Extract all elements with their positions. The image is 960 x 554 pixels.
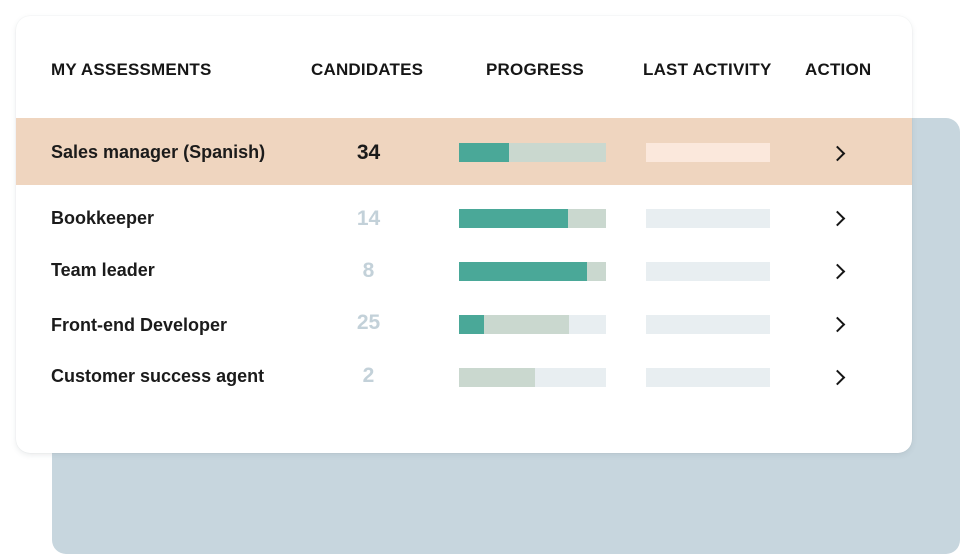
progress-bar-primary	[459, 209, 568, 228]
table-row[interactable]: Front-end Developer 25	[16, 298, 912, 352]
header-action: ACTION	[805, 60, 872, 79]
progress-bar	[459, 262, 606, 281]
candidates-count: 14	[356, 207, 381, 230]
progress-bar-primary	[459, 143, 509, 162]
assessment-name: Customer success agent	[51, 366, 265, 386]
chevron-right-icon[interactable]	[832, 146, 846, 160]
assessment-name: Team leader	[51, 260, 155, 280]
header-my-assessments: MY ASSESSMENTS	[51, 60, 212, 79]
last-activity-placeholder	[646, 368, 770, 387]
progress-bar-primary	[459, 262, 587, 281]
last-activity-placeholder	[646, 143, 770, 162]
progress-bar-secondary	[459, 315, 570, 334]
chevron-right-icon[interactable]	[832, 211, 846, 225]
last-activity-placeholder	[646, 315, 770, 334]
table-row[interactable]: Team leader 8	[16, 244, 912, 298]
candidates-count: 8	[362, 259, 375, 282]
header-last-activity: LAST ACTIVITY	[643, 60, 772, 79]
progress-bar	[459, 315, 606, 334]
table-row[interactable]: Bookkeeper 14	[16, 192, 912, 246]
candidates-count: 2	[362, 364, 375, 387]
chevron-right-icon[interactable]	[832, 264, 846, 278]
assessments-card: MY ASSESSMENTS CANDIDATES PROGRESS LAST …	[16, 16, 912, 453]
header-candidates: CANDIDATES	[311, 60, 424, 79]
assessment-name: Front-end Developer	[51, 315, 228, 335]
candidates-count: 34	[356, 141, 381, 164]
table-row[interactable]: Sales manager (Spanish) 34	[16, 118, 912, 185]
progress-bar-primary	[459, 315, 484, 334]
assessment-name: Sales manager (Spanish)	[51, 142, 266, 162]
last-activity-placeholder	[646, 262, 770, 281]
table-row[interactable]: Customer success agent 2	[16, 350, 912, 404]
header-progress: PROGRESS	[486, 60, 584, 79]
assessment-name: Bookkeeper	[51, 208, 155, 228]
progress-bar	[459, 209, 606, 228]
table-header: MY ASSESSMENTS CANDIDATES PROGRESS LAST …	[16, 16, 912, 118]
progress-bar-secondary	[459, 368, 536, 387]
progress-bar	[459, 143, 606, 162]
progress-bar	[459, 368, 606, 387]
last-activity-placeholder	[646, 209, 770, 228]
candidates-count: 25	[356, 311, 381, 334]
chevron-right-icon[interactable]	[832, 317, 846, 331]
chevron-right-icon[interactable]	[832, 370, 846, 384]
